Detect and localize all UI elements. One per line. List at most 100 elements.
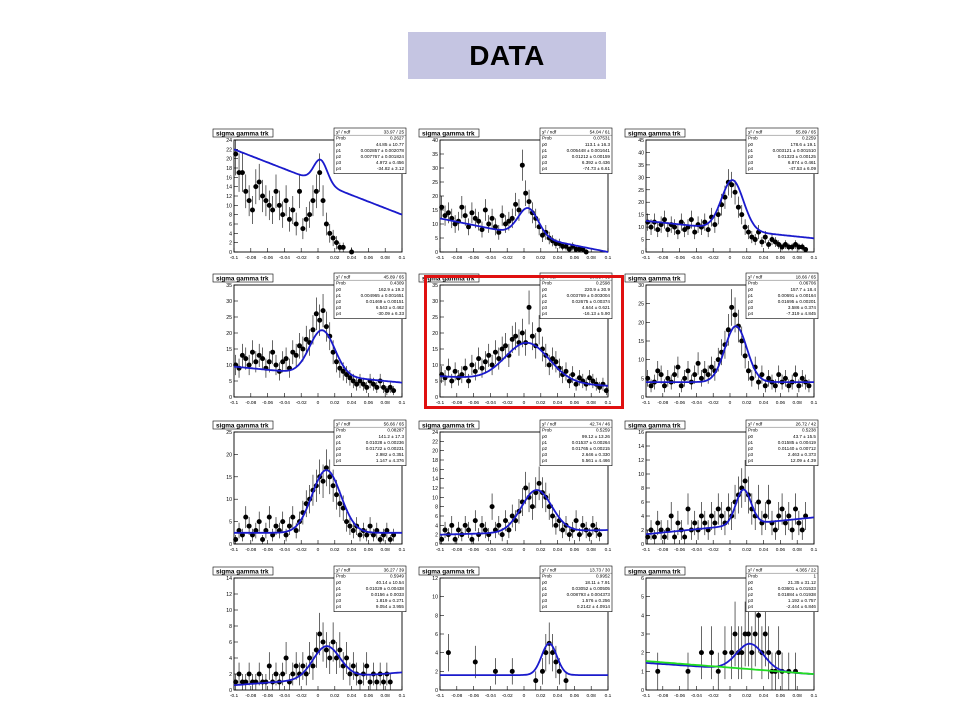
plot-svg: sigma gamma trk 0 2 4 6 8 10 12 14 -0.1 -0.08 -0.06… <box>212 565 407 699</box>
stats-key: χ² / ndf <box>336 275 351 280</box>
data-point <box>516 207 522 213</box>
data-point <box>449 378 455 384</box>
x-tick-label: 0.08 <box>587 400 597 406</box>
stats-value: 5.561 ± 4.466 <box>582 458 611 463</box>
data-point <box>672 372 678 378</box>
y-tick-label: 25 <box>226 430 232 436</box>
stats-key: p4 <box>748 311 754 316</box>
data-point <box>668 513 674 519</box>
data-point <box>266 359 272 365</box>
data-point <box>722 194 728 200</box>
x-tick-label: -0.02 <box>708 547 719 553</box>
data-point <box>246 523 252 529</box>
data-point <box>712 222 718 228</box>
data-point <box>655 668 661 674</box>
data-point <box>539 232 545 238</box>
data-point <box>290 671 296 677</box>
data-point <box>665 227 671 233</box>
data-point <box>249 207 255 213</box>
data-point <box>243 356 249 362</box>
fit-curve <box>645 488 815 536</box>
data-point <box>756 499 762 505</box>
y-tick-label: 25 <box>226 315 232 321</box>
stats-value: 1.576 ± 0.256 <box>582 598 611 603</box>
y-tick-label: 30 <box>638 175 644 181</box>
stats-key: p2 <box>336 592 342 597</box>
plot-panel: sigma gamma trk 0 5 10 15 20 25 30 -0.1 -0.08 -0.0… <box>624 272 820 411</box>
x-tick-label: -0.08 <box>245 547 256 553</box>
data-point <box>556 668 562 674</box>
data-point <box>509 215 515 221</box>
x-tick-label: -0.1 <box>230 547 239 553</box>
data-point <box>347 671 353 677</box>
data-point <box>384 388 390 394</box>
data-point <box>661 217 667 223</box>
x-tick-label: 0 <box>523 255 526 261</box>
data-point <box>503 518 509 524</box>
fit-curve <box>440 642 608 676</box>
data-point <box>273 523 279 529</box>
data-point <box>509 336 515 342</box>
data-point <box>766 242 772 248</box>
y-tick-label: 10 <box>432 363 438 369</box>
data-point <box>313 311 319 317</box>
x-tick-label: 0.02 <box>330 693 340 699</box>
y-tick-label: 24 <box>226 138 232 144</box>
plot-title-box <box>624 420 686 430</box>
stats-value: 0.08287 <box>387 428 404 433</box>
data-point <box>303 336 309 342</box>
data-point <box>357 378 363 384</box>
y-tick-label: 0 <box>229 250 232 256</box>
data-point <box>762 513 768 519</box>
data-point <box>360 381 366 387</box>
data-point <box>782 375 788 381</box>
data-point <box>387 537 393 543</box>
data-point <box>462 365 468 371</box>
data-point <box>766 375 772 381</box>
data-point <box>466 527 472 533</box>
plot-title: sigma gamma trk <box>422 276 475 283</box>
x-tick-label: -0.06 <box>674 547 685 553</box>
data-point <box>439 204 445 210</box>
x-tick-label: 0.06 <box>364 547 374 553</box>
y-tick-label: 8 <box>229 624 232 630</box>
stats-key: p1 <box>542 586 548 591</box>
data-point <box>658 527 664 533</box>
plot-svg: sigma gamma trk 0 5 10 15 20 25 30 -0.1 -0.08 -0.0… <box>624 272 819 406</box>
data-point <box>253 184 259 190</box>
x-tick-label: -0.04 <box>691 400 702 406</box>
y-tick-label: 25 <box>432 315 438 321</box>
stats-box <box>333 419 407 467</box>
data-point <box>688 217 694 223</box>
y-tick-label: 20 <box>432 449 438 455</box>
x-tick-label: -0.1 <box>642 400 651 406</box>
stats-key: p4 <box>336 311 342 316</box>
x-tick-label: 0.1 <box>605 547 612 553</box>
data-point <box>756 612 762 618</box>
stats-value: 3.586 ± 0.374 <box>788 305 817 310</box>
y-tick-label: 0 <box>641 688 644 694</box>
data-point <box>364 532 370 538</box>
data-point <box>459 372 465 378</box>
data-point <box>344 655 350 661</box>
x-tick-label: 0.02 <box>536 547 546 553</box>
stats-value: 1.147 ± 4.376 <box>376 458 405 463</box>
plot-title: sigma gamma trk <box>628 423 681 430</box>
x-tick-label: 0.06 <box>570 255 580 261</box>
y-tick-label: 5 <box>435 379 438 385</box>
data-point <box>479 227 485 233</box>
stats-key: p2 <box>748 446 754 451</box>
stats-key: p4 <box>748 604 754 609</box>
data-point <box>793 372 799 378</box>
data-point <box>739 212 745 218</box>
plot-svg: sigma gamma trk024681012141618202224-0.1… <box>418 419 613 553</box>
stats-key: p1 <box>748 440 754 445</box>
stats-value: 0.9952 <box>596 574 610 579</box>
y-tick-label: 8 <box>641 486 644 492</box>
stats-key: p3 <box>542 160 548 165</box>
stats-box <box>539 127 613 175</box>
x-tick-label: -0.08 <box>657 400 668 406</box>
data-point <box>732 312 738 318</box>
x-tick-label: 0.04 <box>553 693 563 699</box>
data-point <box>283 198 289 204</box>
